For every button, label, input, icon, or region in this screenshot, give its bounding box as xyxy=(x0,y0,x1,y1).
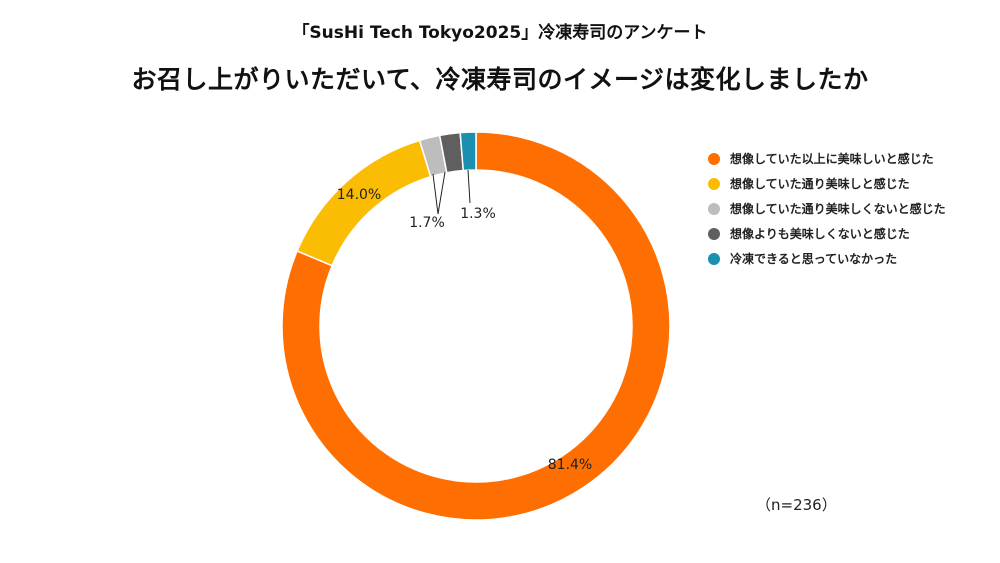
data-label-2: 14.0% xyxy=(337,187,381,203)
leader-line-3 xyxy=(432,173,439,215)
legend-item-1: 想像していた以上に美味しいと感じた xyxy=(708,146,946,171)
legend-label: 想像していた以上に美味しいと感じた xyxy=(730,152,934,166)
data-label-1: 81.4% xyxy=(548,457,592,473)
label-leader-lines xyxy=(432,169,471,215)
legend-label: 想像していた通り美味しと感じた xyxy=(730,177,910,191)
donut-slices xyxy=(281,131,671,521)
legend-swatch xyxy=(708,177,720,190)
chart-subtitle: 「SusHi Tech Tokyo2025」冷凍寿司のアンケート xyxy=(292,23,708,43)
leader-line-5 xyxy=(467,169,471,204)
legend-label: 想像していた通り美味しくないと感じた xyxy=(730,202,946,216)
legend-item-2: 想像していた通り美味しと感じた xyxy=(708,171,946,196)
leader-line-4 xyxy=(437,171,446,215)
legend: 想像していた以上に美味しいと感じた 想像していた通り美味しと感じた想像していた通り… xyxy=(708,146,946,271)
legend-swatch xyxy=(708,227,720,240)
donut-slice-1 xyxy=(281,131,671,521)
legend-swatch xyxy=(708,202,720,215)
donut-slice-2 xyxy=(296,139,432,267)
legend-swatch xyxy=(708,252,720,265)
sample-size-note: （n=236） xyxy=(756,496,837,514)
legend-swatch xyxy=(708,152,720,165)
data-label-4: 1.7% xyxy=(409,215,445,231)
legend-item-4: 想像よりも美味しくないと感じた xyxy=(708,221,946,246)
legend-label: 想像よりも美味しくないと感じた xyxy=(730,227,910,241)
legend-item-5: 冷凍できると思っていなかった xyxy=(708,246,946,271)
legend-item-3: 想像していた通り美味しくないと感じた xyxy=(708,196,946,221)
data-labels: 81.4% 14.0% 1.7% 1.3% xyxy=(337,187,592,473)
chart-title: お召し上がりいただいて、冷凍寿司のイメージは変化しましたか xyxy=(131,65,869,94)
legend-label: 冷凍できると思っていなかった xyxy=(730,252,898,266)
donut-slice-5 xyxy=(459,131,477,172)
data-label-5: 1.3% xyxy=(460,206,496,222)
